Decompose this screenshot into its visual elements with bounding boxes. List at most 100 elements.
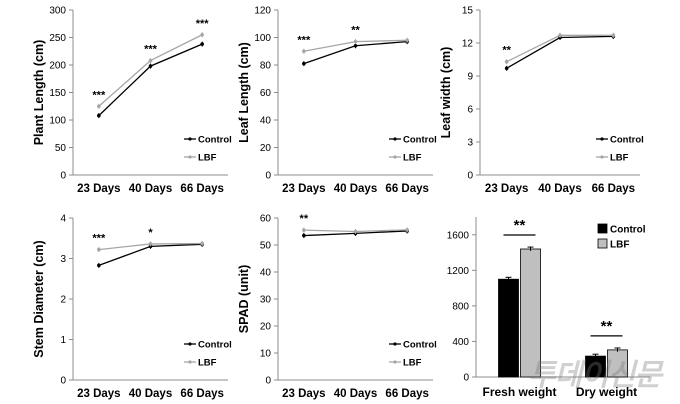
- data-point: [353, 43, 358, 48]
- y-tick-label: 300: [49, 6, 66, 17]
- x-tick-label: 23 Days: [485, 183, 528, 195]
- legend-label: Control: [198, 135, 232, 146]
- data-point: [200, 42, 204, 46]
- data-point: [611, 33, 616, 38]
- data-point: [200, 32, 204, 37]
- line-panel-4: 0 1 2 3 4 23 Days 40 Days 66 Days Stem Diameter …: [32, 214, 232, 401]
- data-point: [405, 228, 409, 232]
- x-tick-label: 40 Days: [334, 183, 377, 195]
- line-panel-1: 0 50 100 150 200 250 300 23 Days 40 Days 66 Days P…: [32, 6, 232, 196]
- x-tick-label: 40 Days: [334, 388, 377, 400]
- data-point: [405, 38, 409, 43]
- legend-marker: [393, 342, 397, 346]
- y-tick-label: 50: [260, 241, 272, 252]
- legend-marker: [600, 137, 604, 141]
- significance-label: *: [148, 227, 153, 239]
- significance-label: **: [601, 318, 613, 335]
- data-point: [200, 241, 204, 246]
- x-tick-label: 23 Days: [77, 388, 120, 400]
- legend-label: Control: [610, 225, 646, 236]
- data-point: [353, 229, 358, 234]
- data-point: [504, 59, 509, 64]
- y-tick-label: 6: [467, 105, 473, 116]
- legend-label: LBF: [198, 153, 217, 164]
- significance-label: **: [300, 213, 309, 225]
- y-tick-label: 1600: [447, 230, 470, 241]
- legend-marker: [600, 155, 604, 159]
- y-tick-label: 3: [467, 138, 473, 149]
- legend-label: LBF: [403, 358, 422, 369]
- y-tick-label: 0: [265, 376, 271, 387]
- data-point: [97, 247, 101, 252]
- x-tick-label: 23 Days: [282, 183, 325, 195]
- y-tick-label: 30: [260, 295, 272, 306]
- legend-label: Control: [198, 340, 232, 351]
- y-tick-label: 40: [260, 268, 272, 279]
- x-tick-label: 40 Days: [129, 183, 172, 195]
- y-tick-label: 200: [49, 61, 66, 72]
- legend-label: LBF: [198, 358, 217, 369]
- significance-label: ***: [196, 18, 210, 30]
- data-point: [148, 58, 153, 63]
- legend-label: Control: [403, 340, 437, 351]
- y-axis-label: Stem Diameter (cm): [32, 240, 46, 357]
- significance-label: **: [351, 25, 360, 37]
- y-axis-label: Leaf width (cm): [439, 47, 453, 139]
- significance-label: **: [514, 217, 526, 234]
- significance-label: **: [502, 45, 511, 57]
- y-tick-label: 0: [265, 171, 271, 182]
- y-tick-label: 20: [260, 322, 272, 333]
- legend-swatch: [597, 238, 608, 249]
- bar-panel: 0 400 800 1200 1600 Fresh weight ** Dry weight *…: [447, 217, 650, 399]
- x-tick-label: Dry weight: [576, 385, 637, 399]
- x-tick-label: 66 Days: [180, 388, 223, 400]
- legend-label: Control: [610, 135, 644, 146]
- y-tick-label: 250: [49, 33, 66, 44]
- y-tick-label: 0: [60, 171, 66, 182]
- y-tick-label: 50: [55, 143, 67, 154]
- data-point: [504, 66, 509, 71]
- y-axis-label: Plant Length (cm): [32, 40, 46, 146]
- y-axis-label: Leaf Length (cm): [237, 42, 251, 143]
- legend-marker: [393, 155, 397, 159]
- legend-label: Control: [403, 135, 437, 146]
- y-tick-label: 1: [60, 335, 66, 346]
- y-tick-label: 150: [49, 88, 66, 99]
- y-tick-label: 9: [467, 72, 473, 83]
- data-point: [97, 263, 101, 268]
- legend-marker: [188, 342, 192, 346]
- legend-marker: [188, 155, 192, 159]
- legend-marker: [188, 360, 192, 364]
- data-point: [558, 33, 562, 38]
- y-tick-label: 3: [60, 254, 66, 265]
- y-tick-label: 0: [467, 171, 473, 182]
- line-panel-3: 0 3 6 9 12 15 23 Days 40 Days 66 Days Leaf width …: [439, 6, 644, 196]
- bar-control-fresh-weight: [498, 278, 519, 378]
- x-tick-label: 66 Days: [385, 183, 428, 195]
- y-tick-label: 15: [462, 6, 474, 17]
- y-tick-label: 4: [60, 214, 66, 225]
- x-tick-label: 66 Days: [180, 183, 223, 195]
- significance-label: ***: [144, 44, 158, 56]
- x-tick-label: 23 Days: [282, 388, 325, 400]
- legend-marker: [188, 137, 192, 141]
- y-tick-label: 60: [260, 88, 272, 99]
- y-tick-label: 2: [60, 295, 66, 306]
- data-point: [302, 233, 306, 238]
- series-line-control: [506, 35, 614, 69]
- y-tick-label: 400: [452, 337, 469, 348]
- legend-label: LBF: [610, 153, 629, 164]
- y-tick-label: 100: [49, 116, 66, 127]
- y-tick-label: 40: [260, 116, 272, 127]
- data-point: [97, 104, 101, 109]
- significance-label: ***: [92, 89, 106, 101]
- x-tick-label: 66 Days: [592, 183, 635, 195]
- x-tick-label: 40 Days: [538, 183, 581, 195]
- data-point: [302, 228, 306, 232]
- line-panel-2: 0 20 40 60 80 100 120 23 Days 40 Days 66 Days Leaf…: [237, 6, 437, 196]
- legend-swatch: [597, 223, 608, 234]
- line-panel-5: 0 10 20 30 40 50 60 23 Days 40 Days 66 Days SPAD (…: [237, 213, 437, 400]
- data-point: [97, 113, 101, 118]
- y-tick-label: 80: [260, 61, 272, 72]
